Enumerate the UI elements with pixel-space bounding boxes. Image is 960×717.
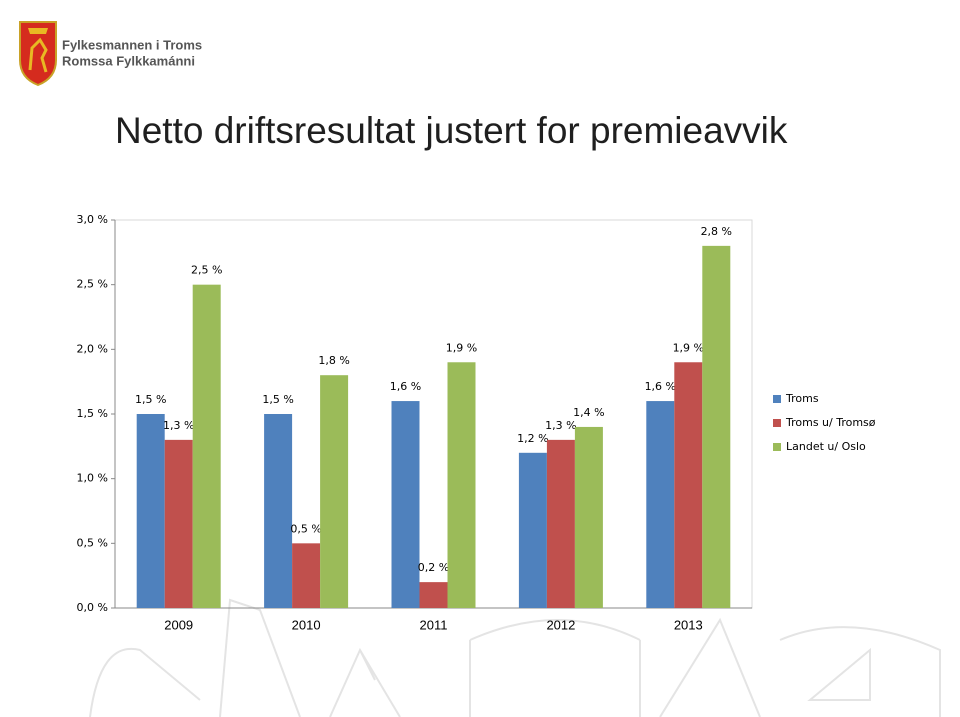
- bar: [192, 284, 221, 608]
- bar: [136, 414, 165, 608]
- data-label: 1,3 %: [545, 419, 576, 432]
- bar: [574, 426, 603, 608]
- logo: Fylkesmannen i Troms Romssa Fylkkamánni: [19, 21, 202, 87]
- bar: [320, 375, 349, 608]
- data-label: 2,5 %: [191, 264, 222, 277]
- data-label: 1,3 %: [163, 419, 194, 432]
- y-tick-label: 2,5 %: [77, 278, 108, 291]
- y-tick-label: 1,5 %: [77, 407, 108, 420]
- logo-text: Romssa Fylkkamánni: [62, 53, 195, 68]
- legend-swatch: [773, 395, 781, 403]
- data-label: 1,8 %: [318, 354, 349, 367]
- x-tick-label: 2010: [292, 617, 321, 632]
- x-tick-label: 2013: [674, 617, 703, 632]
- bar: [646, 401, 675, 608]
- legend-swatch: [773, 443, 781, 451]
- y-tick-label: 1,0 %: [77, 472, 108, 485]
- x-tick-label: 2009: [164, 617, 193, 632]
- bar: [164, 439, 193, 608]
- data-label: 1,5 %: [262, 393, 293, 406]
- data-label: 1,2 %: [517, 432, 548, 445]
- bar: [391, 401, 420, 608]
- data-label: 0,2 %: [418, 561, 449, 574]
- data-label: 1,6 %: [390, 380, 421, 393]
- data-label: 0,5 %: [290, 522, 321, 535]
- bar: [419, 582, 448, 608]
- legend-label: Landet u/ Oslo: [786, 440, 866, 453]
- data-label: 1,9 %: [673, 341, 704, 354]
- legend-label: Troms: [785, 392, 819, 405]
- backdrop-drawing: [89, 598, 941, 717]
- x-tick-label: 2011: [420, 617, 448, 632]
- data-label: 2,8 %: [701, 225, 732, 238]
- x-tick-label: 2012: [546, 617, 575, 632]
- legend-label: Troms u/ Tromsø: [785, 416, 876, 429]
- logo-lion: [28, 37, 48, 73]
- data-label: 1,5 %: [135, 393, 166, 406]
- bar: [447, 362, 476, 608]
- data-label: 1,9 %: [446, 341, 477, 354]
- data-label: 1,6 %: [645, 380, 676, 393]
- data-label: 1,4 %: [573, 406, 604, 419]
- y-tick-label: 2,0 %: [77, 342, 108, 355]
- bar: [674, 362, 703, 608]
- bar: [546, 439, 575, 608]
- logo-crown: [28, 28, 48, 34]
- chart-title: Netto driftsresultat justert for premiea…: [115, 110, 788, 151]
- y-tick-label: 3,0 %: [77, 213, 108, 226]
- bar: [702, 245, 731, 608]
- y-tick-label: 0,0 %: [77, 601, 108, 614]
- bar: [292, 543, 321, 608]
- legend-swatch: [773, 419, 781, 427]
- logo-text: Fylkesmannen i Troms: [62, 37, 202, 52]
- bar: [264, 414, 293, 608]
- bar: [518, 452, 547, 608]
- y-tick-label: 0,5 %: [77, 536, 108, 549]
